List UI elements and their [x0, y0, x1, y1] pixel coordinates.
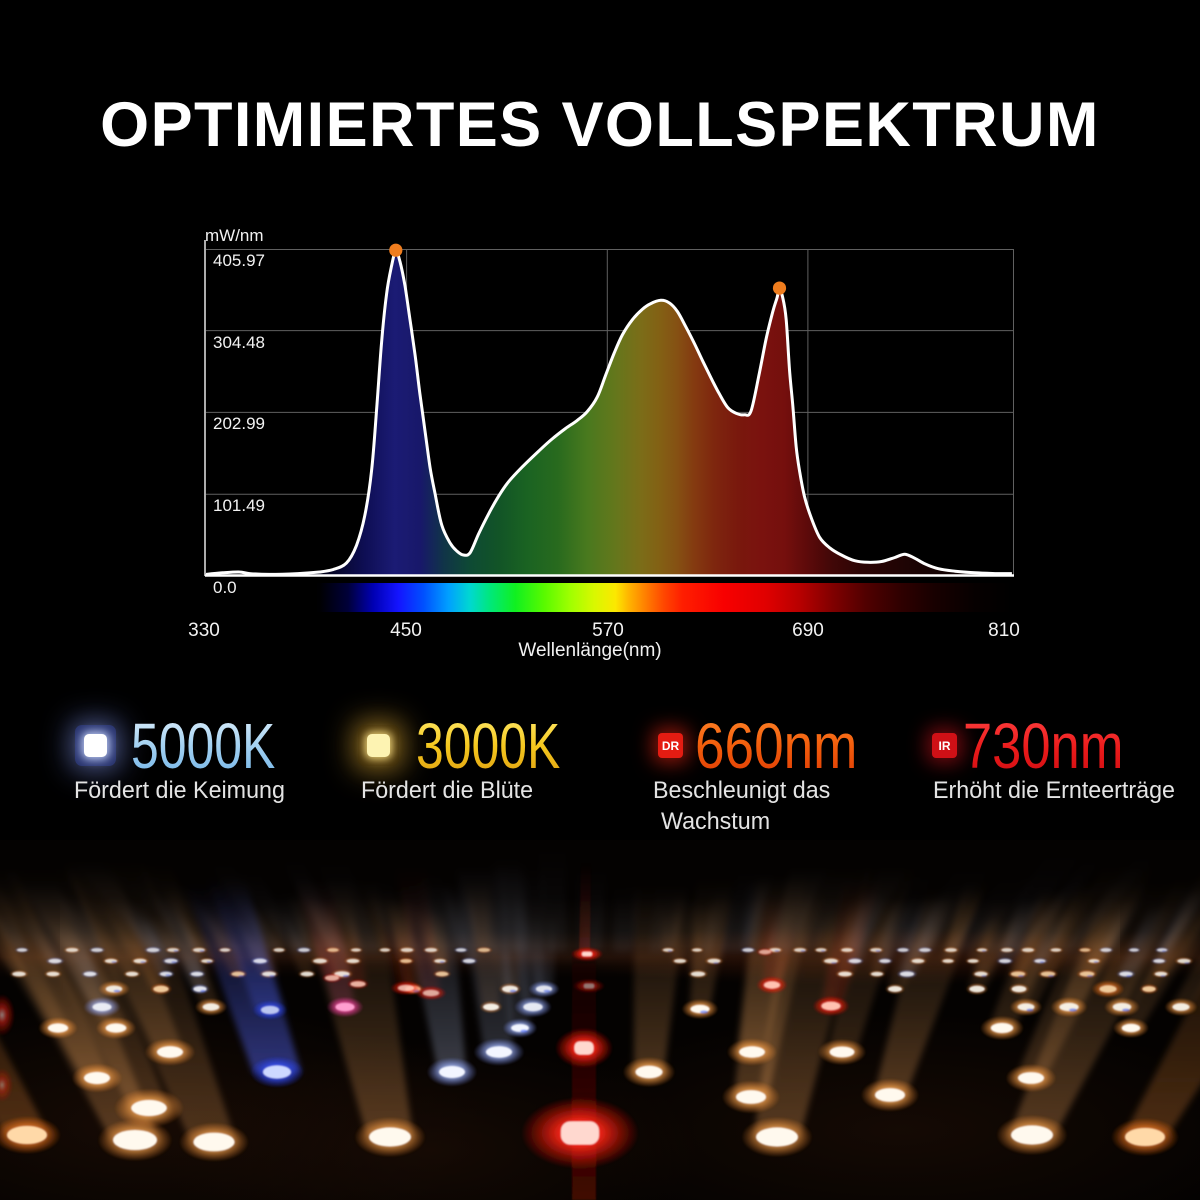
svg-text:330: 330 — [188, 620, 220, 641]
svg-text:304.48: 304.48 — [213, 333, 265, 352]
svg-text:Wellenlänge(nm): Wellenlänge(nm) — [518, 640, 661, 661]
svg-text:570: 570 — [592, 620, 624, 641]
svg-text:101.49: 101.49 — [213, 496, 265, 515]
svg-text:405.97: 405.97 — [213, 251, 265, 270]
svg-text:0.0: 0.0 — [213, 578, 237, 597]
svg-text:mW/nm: mW/nm — [205, 226, 264, 245]
svg-text:810: 810 — [988, 620, 1020, 641]
svg-text:690: 690 — [792, 620, 824, 641]
svg-text:202.99: 202.99 — [213, 414, 265, 433]
svg-text:450: 450 — [390, 620, 422, 641]
